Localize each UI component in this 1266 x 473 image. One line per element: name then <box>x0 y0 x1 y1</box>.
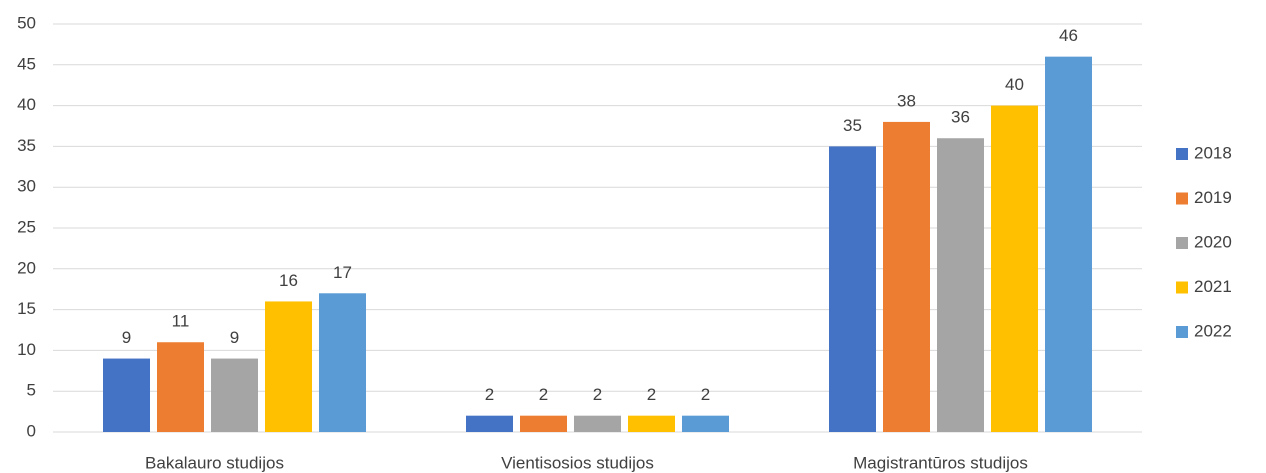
legend-label: 2021 <box>1194 277 1232 296</box>
data-label: 2 <box>485 385 494 404</box>
legend-label: 2018 <box>1194 143 1232 162</box>
data-label: 9 <box>122 328 131 347</box>
bar <box>829 146 876 432</box>
y-tick-label: 40 <box>17 95 36 114</box>
bar <box>319 293 366 432</box>
bar <box>991 105 1038 432</box>
legend-swatch <box>1176 326 1188 338</box>
data-label: 2 <box>593 385 602 404</box>
legend-swatch <box>1176 192 1188 205</box>
data-label: 36 <box>951 108 970 127</box>
bar <box>265 301 312 432</box>
bar <box>520 415 567 432</box>
data-label: 16 <box>279 271 298 290</box>
y-tick-label: 45 <box>17 54 36 73</box>
y-tick-label: 15 <box>17 299 36 318</box>
x-tick-label: Vientisosios studijos <box>501 453 654 472</box>
bar <box>211 358 258 432</box>
bar <box>628 415 675 432</box>
bar <box>682 415 729 432</box>
data-label: 11 <box>172 312 190 331</box>
data-label: 40 <box>1005 75 1024 94</box>
bar <box>157 342 204 432</box>
bar <box>937 138 984 433</box>
bar <box>1045 56 1092 432</box>
bar <box>466 415 513 432</box>
legend-label: 2020 <box>1194 232 1232 251</box>
data-label: 2 <box>539 385 548 404</box>
bar <box>883 121 930 433</box>
x-tick-label: Bakalauro studijos <box>145 453 284 472</box>
y-tick-label: 30 <box>17 177 36 196</box>
legend-swatch <box>1176 148 1188 160</box>
bar <box>103 358 150 432</box>
y-tick-label: 10 <box>17 340 36 359</box>
data-label: 2 <box>701 385 710 404</box>
y-tick-label: 0 <box>27 421 36 440</box>
y-tick-label: 5 <box>27 381 36 400</box>
y-tick-label: 25 <box>17 217 36 236</box>
y-tick-label: 35 <box>17 136 36 155</box>
legend-swatch <box>1176 237 1188 249</box>
bar <box>574 415 621 432</box>
data-label: 38 <box>897 91 916 110</box>
y-tick-label: 50 <box>17 13 36 32</box>
legend-label: 2019 <box>1194 188 1232 207</box>
data-label: 17 <box>333 263 352 282</box>
data-label: 9 <box>230 328 239 347</box>
data-label: 2 <box>647 385 656 404</box>
legend-swatch <box>1176 281 1188 294</box>
y-tick-label: 20 <box>17 258 36 277</box>
legend-label: 2022 <box>1194 321 1232 340</box>
data-label: 46 <box>1059 26 1078 45</box>
x-tick-label: Magistrantūros studijos <box>853 453 1028 472</box>
data-label: 35 <box>843 116 862 135</box>
